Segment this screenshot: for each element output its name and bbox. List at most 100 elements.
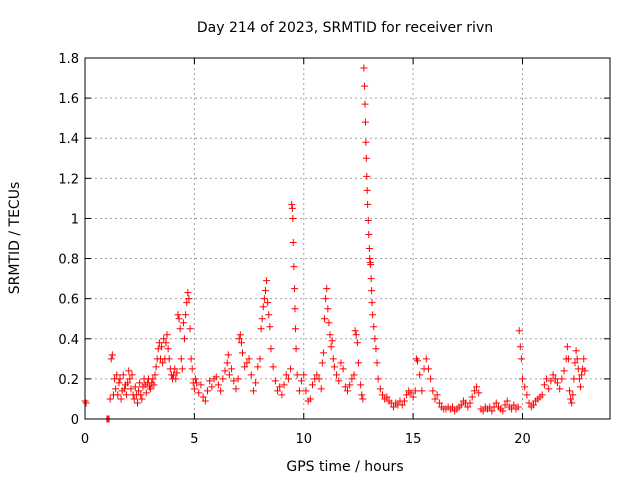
data-point (142, 389, 150, 397)
data-point (120, 385, 128, 393)
data-point (367, 261, 375, 269)
data-point (119, 371, 127, 379)
data-point (135, 387, 143, 395)
data-point (300, 371, 308, 379)
data-point (315, 375, 323, 383)
data-point (258, 315, 266, 323)
data-point (190, 385, 198, 393)
data-point (361, 100, 369, 108)
data-point (376, 385, 384, 393)
data-point (127, 385, 135, 393)
data-point (457, 401, 465, 409)
grid-lines (85, 57, 610, 420)
data-point (138, 395, 146, 403)
data-point (224, 351, 232, 359)
data-point (295, 387, 303, 395)
data-point (383, 393, 391, 401)
data-point (317, 385, 325, 393)
data-point (501, 401, 509, 409)
data-point (547, 377, 555, 385)
data-point (363, 172, 371, 180)
data-point (488, 407, 496, 415)
data-point (362, 138, 370, 146)
data-point (252, 379, 260, 387)
data-point (184, 289, 192, 297)
data-point (188, 365, 196, 373)
data-point (327, 343, 335, 351)
data-point (322, 295, 330, 303)
data-point (288, 204, 296, 212)
data-point (117, 395, 125, 403)
data-point (151, 371, 159, 379)
data-point (464, 403, 472, 411)
data-point (221, 367, 229, 375)
data-point (247, 371, 255, 379)
data-point (341, 383, 349, 391)
data-point (516, 343, 524, 351)
data-point (364, 216, 372, 224)
data-point (274, 387, 281, 395)
data-point (177, 355, 185, 363)
data-point (350, 371, 358, 379)
data-point (267, 345, 275, 353)
data-point (519, 375, 526, 383)
data-point (214, 381, 222, 389)
data-point (172, 375, 180, 383)
data-point (370, 323, 378, 331)
data-point (549, 371, 557, 379)
data-point (152, 363, 160, 371)
data-point (372, 345, 380, 353)
data-point (354, 359, 362, 367)
data-point (201, 397, 209, 405)
data-point (182, 311, 190, 319)
data-point (223, 359, 231, 367)
data-point (264, 299, 272, 307)
data-point (540, 381, 548, 389)
data-point (431, 395, 439, 403)
data-point (330, 363, 338, 371)
data-point (352, 331, 360, 339)
data-point (280, 381, 288, 389)
data-point (409, 393, 417, 401)
data-point (183, 299, 191, 307)
data-point (175, 315, 183, 323)
data-point (435, 399, 443, 407)
data-point (179, 319, 187, 327)
data-point (572, 347, 580, 355)
data-point (529, 401, 537, 409)
data-point (321, 315, 329, 323)
data-point (298, 377, 306, 385)
data-point (136, 379, 144, 387)
data-point (521, 383, 529, 391)
data-point (234, 375, 242, 383)
data-point (291, 285, 299, 293)
data-point (106, 395, 114, 403)
data-point (379, 391, 386, 399)
data-point (566, 387, 574, 395)
data-point (373, 359, 381, 367)
data-point (291, 325, 299, 333)
x-tick-label: 0 (81, 432, 89, 447)
data-point (403, 391, 411, 399)
data-point (115, 379, 123, 387)
data-point (568, 399, 576, 407)
data-point (575, 375, 583, 383)
data-point (475, 389, 483, 397)
data-point (365, 245, 373, 253)
y-tick-label: 1.8 (58, 52, 79, 67)
data-point (260, 295, 268, 303)
data-point (289, 214, 297, 222)
data-point (517, 355, 525, 363)
axis-ticks: 0 0.2 0.4 0.6 0.8 1 1.2 1.4 1.6 1.8 0 5 10 15 20 (58, 52, 610, 447)
data-point (290, 263, 298, 271)
data-point (243, 359, 251, 367)
data-point (554, 379, 561, 387)
data-point (368, 287, 376, 295)
data-point (257, 325, 265, 333)
data-point (82, 399, 90, 407)
data-point (162, 339, 170, 347)
data-point (361, 82, 369, 90)
data-point (353, 339, 361, 347)
data-point (237, 339, 245, 347)
data-point (515, 327, 523, 335)
